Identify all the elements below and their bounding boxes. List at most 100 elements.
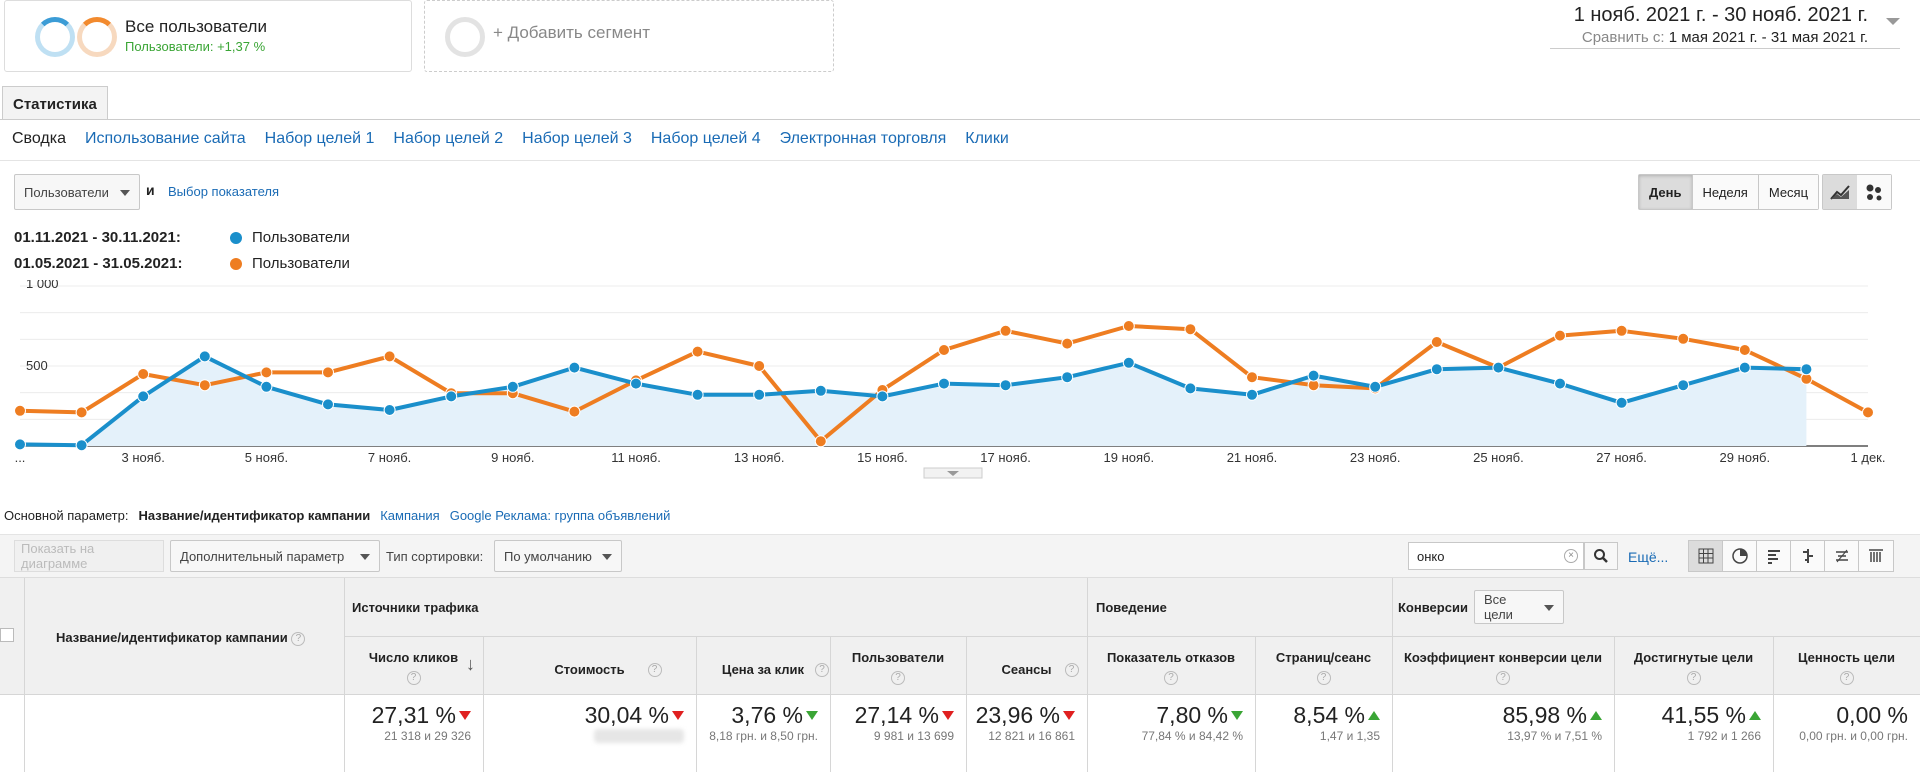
help-icon[interactable]: ?	[1316, 670, 1331, 685]
date-range-main: 1 нояб. 2021 г. - 30 нояб. 2021 г.	[1573, 4, 1868, 26]
data-point	[14, 438, 26, 451]
search-icon[interactable]	[1584, 542, 1618, 570]
help-icon[interactable]: ?	[291, 631, 306, 646]
add-segment-button[interactable]: + Добавить сегмент	[424, 0, 834, 72]
metric-select[interactable]: Пользователи	[14, 174, 140, 210]
data-point	[260, 366, 273, 379]
motion-chart-icon[interactable]	[1857, 175, 1891, 209]
column-header-cost[interactable]: Стоимость	[483, 662, 696, 677]
column-header-goal-completions[interactable]: Достигнутые цели?	[1614, 650, 1773, 685]
trend-down-icon	[806, 711, 818, 720]
subnav-item-goal-set-4[interactable]: Набор целей 4	[650, 130, 761, 147]
chevron-down-icon	[120, 190, 130, 196]
subnav-item-clicks[interactable]: Клики	[965, 130, 1009, 147]
comparison-view-icon[interactable]	[1791, 541, 1825, 571]
pie-view-icon[interactable]	[1723, 541, 1757, 571]
advanced-filter-link[interactable]: Ещё...	[1628, 549, 1669, 565]
select-all-checkbox[interactable]	[0, 628, 14, 642]
x-tick-label: 7 нояб.	[368, 450, 411, 465]
subnav-item-site-usage[interactable]: Использование сайта	[85, 130, 246, 147]
data-point	[691, 345, 704, 358]
help-icon[interactable]: ?	[1839, 670, 1854, 685]
subnav-item-goal-set-3[interactable]: Набор целей 3	[522, 130, 632, 147]
clear-search-icon[interactable]: ×	[1564, 549, 1578, 563]
data-point	[1677, 332, 1690, 345]
trend-up-icon	[1368, 711, 1380, 720]
data-point	[1554, 377, 1566, 390]
help-icon[interactable]: ?	[406, 670, 421, 685]
value-comparison: 1 792 и 1 266	[1687, 729, 1761, 743]
date-underline	[1550, 48, 1900, 49]
subnav-item-ecommerce[interactable]: Электронная торговля	[779, 130, 947, 147]
date-range-picker[interactable]: 1 нояб. 2021 г. - 30 нояб. 2021 г. Сравн…	[1574, 4, 1868, 46]
data-point	[568, 405, 581, 418]
help-icon[interactable]: ?	[1164, 670, 1178, 685]
group-behavior: Поведение	[1096, 600, 1167, 615]
value-comparison: 1,47 и 1,35	[1319, 729, 1380, 743]
percent-change: 23,96 %	[975, 702, 1060, 728]
x-tick-label: 25 нояб.	[1473, 450, 1524, 465]
sort-arrow-icon[interactable]: ↓	[466, 654, 475, 674]
column-header-label: Ценность цели	[1797, 650, 1896, 665]
help-icon[interactable]: ?	[815, 663, 829, 677]
subnav-item-goal-set-1[interactable]: Набор целей 1	[264, 130, 375, 147]
line-chart-icon[interactable]	[1823, 175, 1857, 209]
and-label: и	[146, 182, 155, 198]
period-month-button[interactable]: Месяц	[1758, 175, 1819, 209]
column-header-users[interactable]: Пользователи?	[830, 650, 966, 685]
tab-statistics[interactable]: Статистика	[2, 86, 108, 120]
column-header-clicks[interactable]: Число кликов?	[344, 650, 483, 685]
period-week-button[interactable]: Неделя	[1692, 175, 1759, 209]
data-point	[1738, 361, 1751, 374]
pivot-view-icon[interactable]	[1859, 541, 1893, 571]
chevron-down-icon	[1544, 605, 1554, 611]
data-point	[383, 404, 396, 416]
trend-down-icon	[1231, 711, 1243, 720]
data-point	[938, 377, 950, 390]
help-icon[interactable]: ?	[1064, 663, 1079, 677]
percent-change: 30,04 %	[584, 702, 669, 728]
total-cpc: 3,76 % 8,18 грн. и 8,50 грн.	[700, 702, 818, 743]
subnav-item-summary[interactable]: Сводка	[12, 130, 67, 147]
chevron-down-icon[interactable]	[1886, 18, 1900, 25]
column-header-goal-conversion-rate[interactable]: Коэффициент конверсии цели?	[1392, 650, 1614, 685]
column-header-pages-per-session[interactable]: Страниц/сеанс?	[1255, 650, 1392, 685]
help-icon[interactable]: ?	[891, 670, 905, 685]
term-cloud-view-icon[interactable]	[1825, 541, 1859, 571]
primary-dimension-active[interactable]: Название/идентификатор кампании	[138, 508, 371, 523]
goal-select[interactable]: Все цели	[1474, 590, 1564, 624]
help-icon[interactable]: ?	[1496, 670, 1510, 685]
grid-view-icon[interactable]	[1689, 541, 1723, 571]
primary-dimension-ad-group[interactable]: Google Реклама: группа объявлений	[449, 508, 671, 523]
performance-view-icon[interactable]	[1757, 541, 1791, 571]
column-header-goal-value[interactable]: Ценность цели?	[1773, 650, 1920, 685]
subnav-item-goal-set-2[interactable]: Набор целей 2	[393, 130, 504, 147]
group-traffic-sources: Источники трафика	[352, 600, 479, 615]
legend-compare: 01.05.2021 - 31.05.2021: Пользователи	[14, 255, 350, 272]
period-day-button[interactable]: День	[1639, 175, 1693, 209]
sort-type-select[interactable]: По умолчанию	[494, 540, 622, 572]
column-header-bounce-rate[interactable]: Показатель отказов?	[1087, 650, 1255, 685]
column-divider	[1255, 636, 1256, 772]
table-search-input[interactable]: онко	[1408, 542, 1584, 570]
y-tick-label: 1 000	[26, 280, 59, 291]
primary-dimension-label: Основной параметр:	[4, 508, 129, 523]
column-header-sessions[interactable]: Сеансы	[966, 662, 1087, 677]
total-goal-completions: 41,55 % 1 792 и 1 266	[1618, 702, 1761, 743]
value-comparison: 0,00 грн. и 0,00 грн.	[1799, 729, 1908, 743]
secondary-dimension-select[interactable]: Дополнительный параметр	[170, 540, 380, 572]
segment-all-users[interactable]: Все пользователи Пользователи: +1,37 %	[4, 0, 412, 72]
column-header-cpc[interactable]: Цена за клик	[696, 662, 830, 677]
campaign-column-header[interactable]: Название/идентификатор кампании ?	[56, 630, 306, 646]
primary-dimension-campaign[interactable]: Кампания	[380, 508, 440, 523]
choose-metric-link[interactable]: Выбор показателя	[168, 184, 279, 199]
x-tick-label: 23 нояб.	[1350, 450, 1401, 465]
column-header-label: Цена за клик	[721, 662, 805, 677]
data-point	[753, 360, 766, 372]
x-tick-label: 5 нояб.	[245, 450, 288, 465]
x-tick-label: 27 нояб.	[1596, 450, 1647, 465]
x-tick-label: 13 нояб.	[734, 450, 785, 465]
help-icon[interactable]: ?	[1686, 670, 1701, 685]
help-icon[interactable]: ?	[647, 663, 662, 677]
show-on-chart-button[interactable]: Показать на диаграмме	[14, 540, 164, 572]
